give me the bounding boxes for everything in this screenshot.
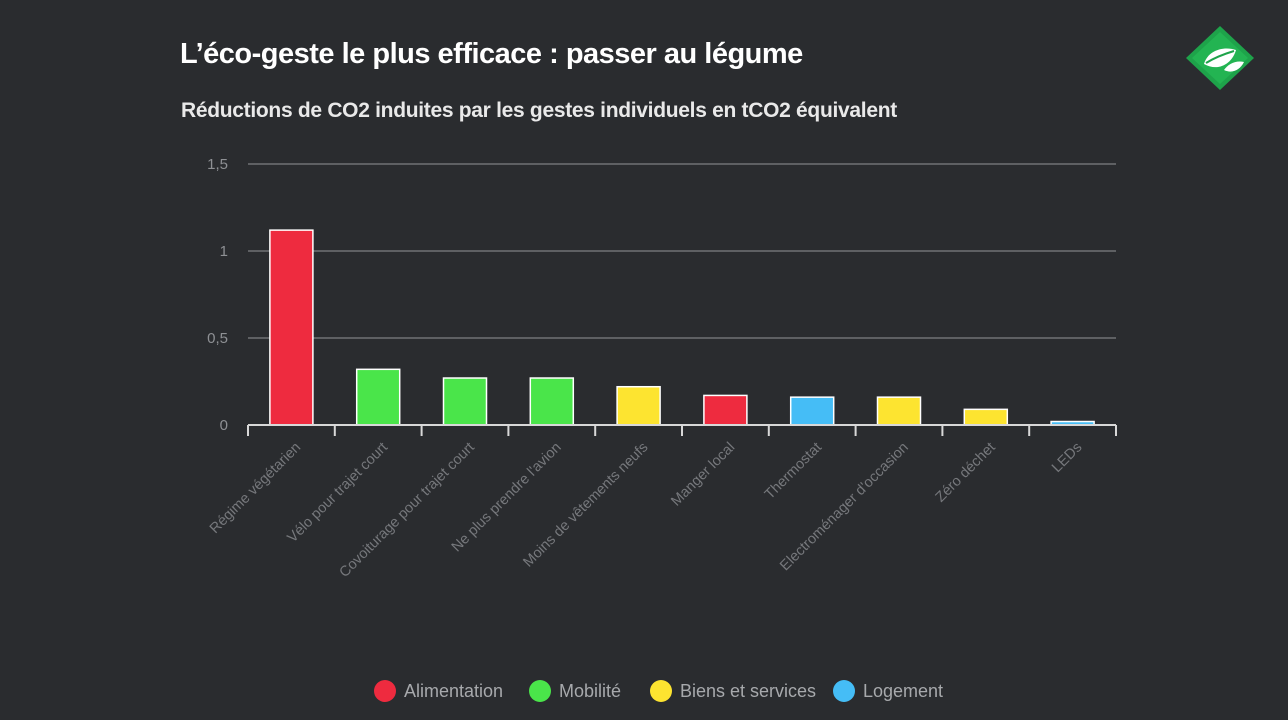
x-category-label: Manger local: [668, 440, 738, 510]
x-category-label: Zéro déchet: [933, 440, 999, 506]
y-axis-tick-labels: 0 0,5 1 1,5: [207, 156, 228, 434]
bar: [963, 408, 1009, 426]
legend-label: Biens et services: [680, 680, 817, 701]
legend-label: Alimentation: [404, 680, 504, 701]
x-category-label: Thermostat: [762, 440, 825, 503]
legend-swatch: [529, 680, 551, 702]
bar: [529, 377, 575, 426]
legend-item: Mobilité: [529, 676, 621, 706]
bar: [355, 368, 401, 426]
y-tick-label: 0,5: [207, 330, 228, 347]
x-category-label: LEDs: [1049, 440, 1085, 476]
chart-subtitle: Réductions de CO2 induites par les geste…: [181, 99, 897, 122]
bar: [616, 385, 661, 426]
bar: [876, 396, 922, 426]
legend-item: Alimentation: [374, 676, 503, 706]
logo-leaf: [1204, 48, 1244, 72]
bar: [703, 394, 748, 426]
chart-legend: Alimentation Mobilité Biens et services Log…: [0, 676, 1288, 706]
legend-item: Logement: [833, 676, 943, 706]
legend-item: Biens et services: [650, 676, 816, 706]
leaf-logo-icon: [1186, 26, 1254, 90]
legend-label: Logement: [863, 680, 944, 701]
x-axis: [247, 424, 1117, 436]
legend-swatch: [833, 680, 855, 702]
bars: [269, 229, 1095, 426]
legend-swatch: [650, 680, 672, 702]
x-category-label: Régime végétarien: [207, 440, 304, 537]
y-tick-label: 0: [220, 417, 228, 434]
chart-title: L’éco-geste le plus efficace : passer au…: [180, 38, 803, 70]
bar: [442, 377, 488, 426]
gridlines: [248, 163, 1116, 339]
bar: [269, 229, 314, 426]
legend-swatch: [374, 680, 396, 702]
y-tick-label: 1: [220, 243, 228, 260]
y-tick-label: 1,5: [207, 156, 228, 173]
bar: [789, 396, 835, 426]
legend-label: Mobilité: [559, 680, 622, 701]
